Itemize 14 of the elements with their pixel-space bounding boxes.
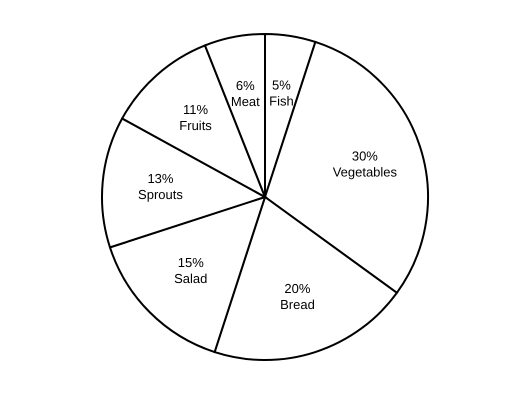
data-label: 11% <box>183 102 209 118</box>
slice-label: Vegetables <box>332 164 398 180</box>
data-label: 20% <box>284 280 311 296</box>
slice-label: Sprouts <box>138 187 184 202</box>
data-label: 5% <box>272 77 292 92</box>
data-label: 30% <box>352 148 378 164</box>
data-label: 6% <box>236 78 256 93</box>
slice-label: Meat <box>230 94 260 109</box>
slice-label: Fish <box>269 93 294 108</box>
slice-label: Salad <box>174 271 208 286</box>
slice-label: Fruits <box>179 118 212 134</box>
slice-label: Bread <box>280 296 315 312</box>
data-label: 13% <box>147 171 174 186</box>
data-label: 15% <box>178 255 204 270</box>
